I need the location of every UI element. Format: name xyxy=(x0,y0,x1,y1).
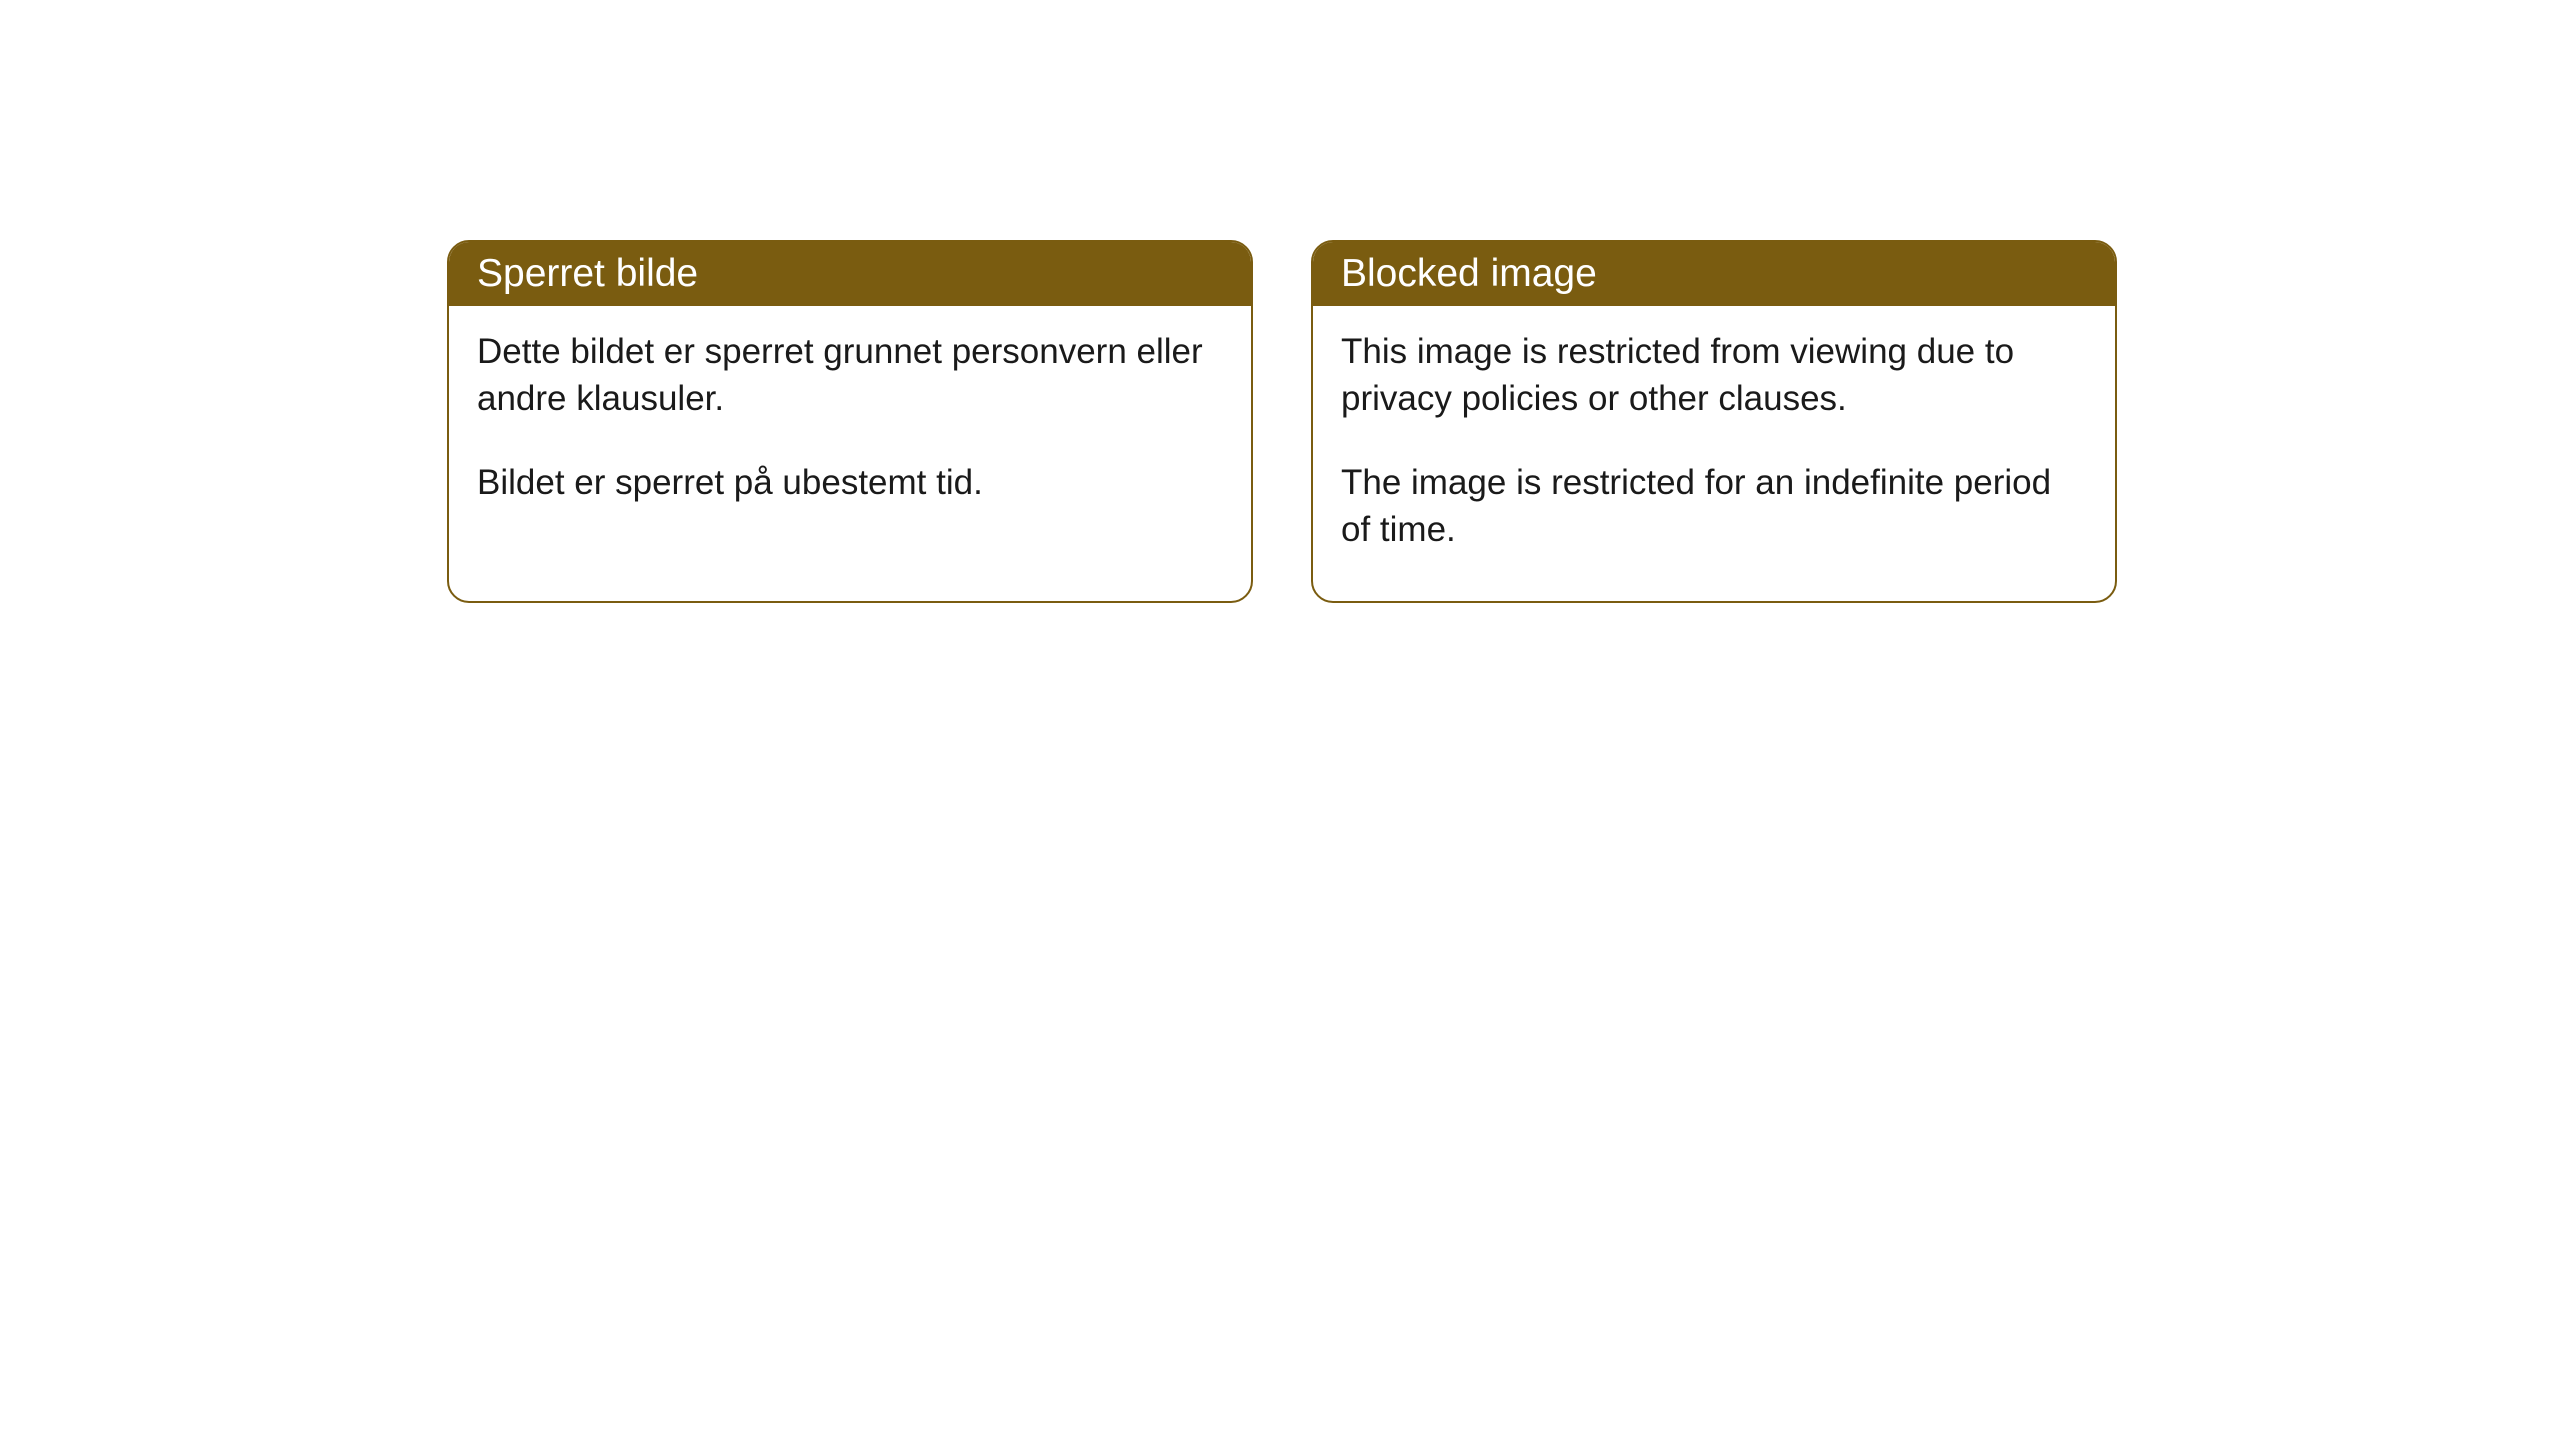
card-paragraph-2-english: The image is restricted for an indefinit… xyxy=(1341,459,2087,554)
card-norwegian: Sperret bilde Dette bildet er sperret gr… xyxy=(447,240,1253,603)
card-english: Blocked image This image is restricted f… xyxy=(1311,240,2117,603)
card-header-norwegian: Sperret bilde xyxy=(449,242,1251,306)
card-header-english: Blocked image xyxy=(1313,242,2115,306)
card-paragraph-1-norwegian: Dette bildet er sperret grunnet personve… xyxy=(477,328,1223,423)
card-paragraph-2-norwegian: Bildet er sperret på ubestemt tid. xyxy=(477,459,1223,506)
card-paragraph-1-english: This image is restricted from viewing du… xyxy=(1341,328,2087,423)
card-body-norwegian: Dette bildet er sperret grunnet personve… xyxy=(449,306,1251,554)
card-body-english: This image is restricted from viewing du… xyxy=(1313,306,2115,601)
card-title-norwegian: Sperret bilde xyxy=(477,252,698,295)
cards-container: Sperret bilde Dette bildet er sperret gr… xyxy=(447,240,2117,603)
card-title-english: Blocked image xyxy=(1341,252,1597,295)
